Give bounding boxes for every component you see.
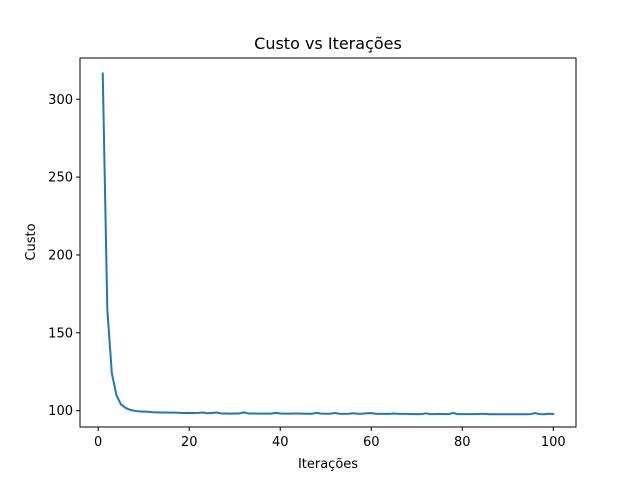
y-axis: 100 150 200 250 300	[48, 93, 80, 419]
y-tick-label: 300	[48, 93, 73, 108]
x-tick-label: 40	[272, 435, 289, 450]
x-axis: 0 20 40 60 80 100	[94, 427, 566, 450]
y-tick-label: 100	[48, 404, 73, 419]
plot-area	[101, 72, 555, 416]
x-tick-label: 60	[363, 435, 380, 450]
chart-title: Custo vs Iterações	[254, 34, 402, 53]
y-tick-label: 250	[48, 171, 73, 186]
x-tick-label: 0	[94, 435, 102, 450]
series-line-0	[101, 72, 555, 416]
y-tick-label: 150	[48, 326, 73, 341]
x-axis-label: Iterações	[298, 457, 358, 472]
y-tick-label: 200	[48, 248, 73, 263]
y-axis-label: Custo	[24, 223, 39, 260]
x-tick-label: 100	[541, 435, 566, 450]
plot-frame	[79, 57, 577, 428]
x-tick-label: 80	[454, 435, 471, 450]
x-tick-label: 20	[181, 435, 198, 450]
